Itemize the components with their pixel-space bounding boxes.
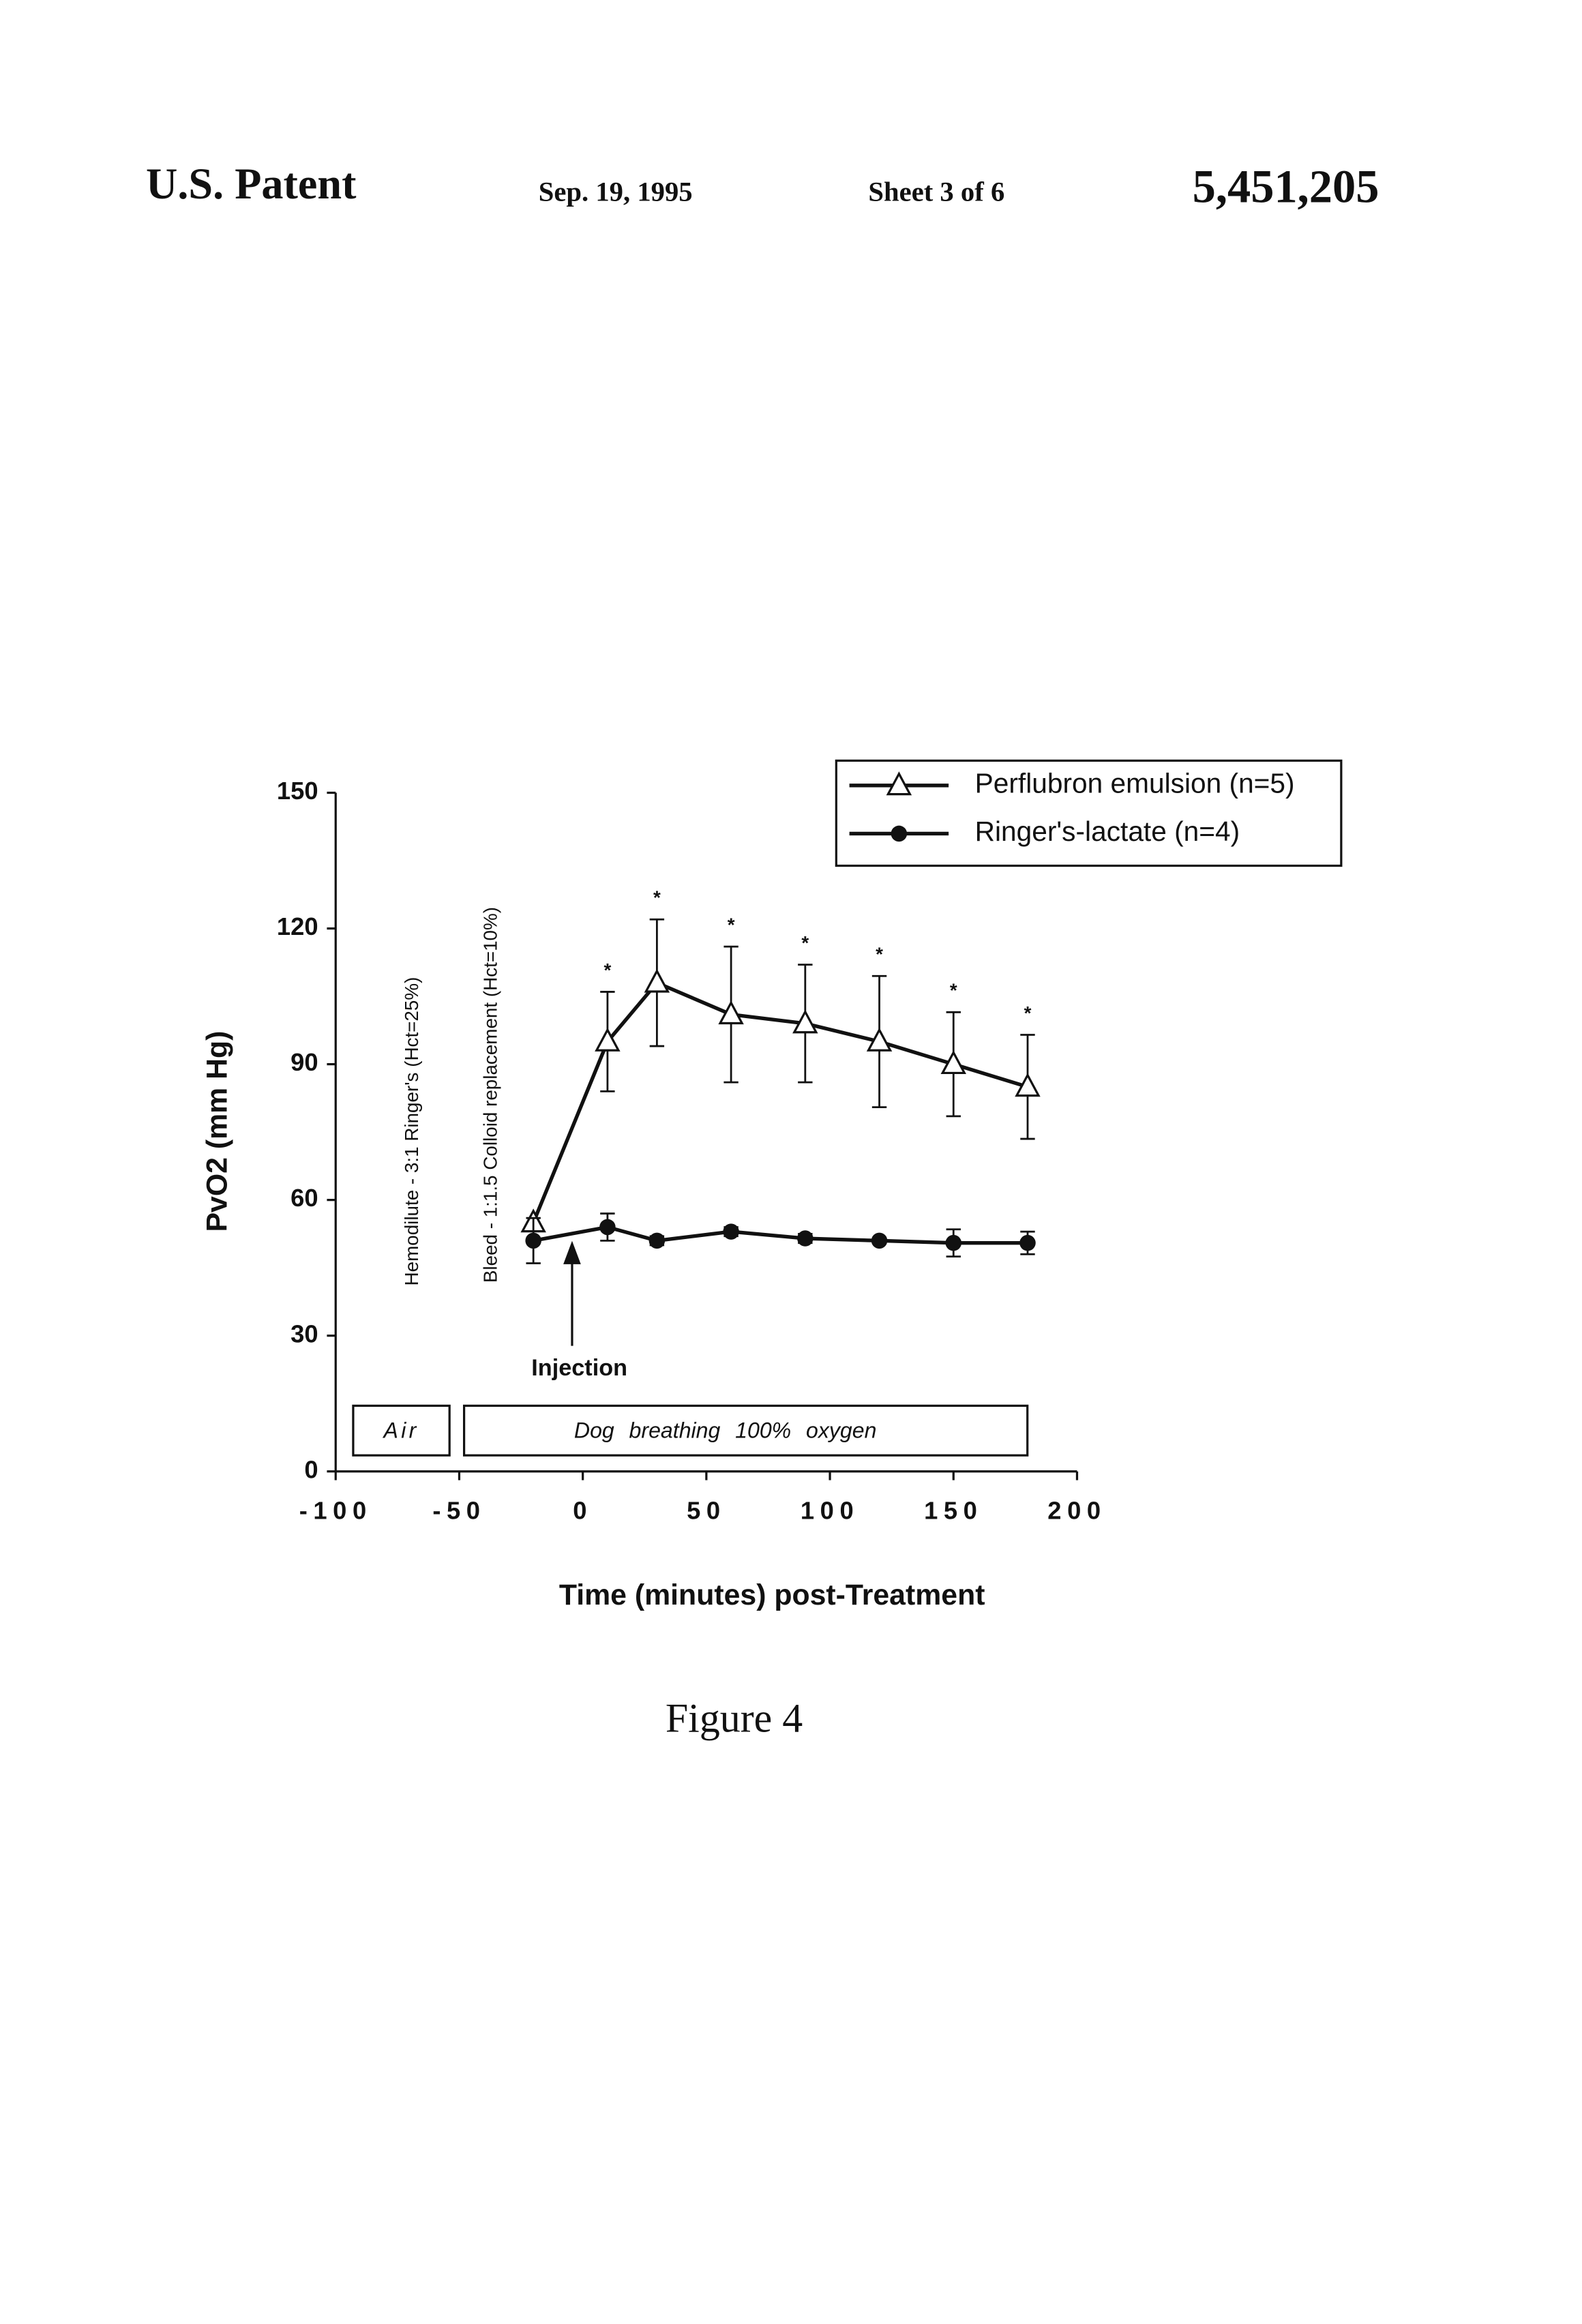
header-sheet: Sheet 3 of 6 <box>868 176 1004 207</box>
x-tick-label: -100 <box>299 1496 372 1524</box>
y-tick-label: 90 <box>290 1048 318 1076</box>
circle-marker <box>871 1233 888 1249</box>
circle-marker <box>946 1235 962 1251</box>
significance-mark: * <box>603 959 611 981</box>
header-left: U.S. Patent <box>146 160 357 208</box>
annotation: Bleed - 1:1.5 Colloid replacement (Hct=1… <box>480 907 501 1283</box>
header-number: 5,451,205 <box>1193 160 1379 212</box>
x-tick-label: 100 <box>801 1496 859 1524</box>
legend-label: Ringer's-lactate (n=4) <box>975 816 1240 847</box>
header-date: Sep. 19, 1995 <box>539 176 693 207</box>
circle-marker <box>649 1233 666 1249</box>
x-tick-label: -50 <box>432 1496 486 1524</box>
y-tick-label: 30 <box>290 1320 318 1347</box>
caption: Figure 4 <box>666 1696 803 1741</box>
significance-mark: * <box>801 932 809 953</box>
x-tick-label: 50 <box>687 1496 726 1524</box>
y-axis-label: PvO2 (mm Hg) <box>200 1031 233 1232</box>
legend-marker <box>891 826 908 842</box>
annotation: Injection <box>531 1355 627 1381</box>
y-tick-label: 120 <box>277 912 318 940</box>
triangle-marker <box>646 971 668 992</box>
y-tick-label: 0 <box>304 1455 318 1483</box>
circle-marker <box>723 1223 739 1240</box>
significance-mark: * <box>653 887 661 908</box>
x-tick-label: 200 <box>1047 1496 1106 1524</box>
x-axis-label: Time (minutes) post-Treatment <box>559 1579 985 1611</box>
circle-marker <box>525 1233 541 1249</box>
arrow-head <box>563 1241 581 1264</box>
y-tick-label: 150 <box>277 777 318 805</box>
significance-mark: * <box>876 944 883 965</box>
y-tick-label: 60 <box>290 1184 318 1212</box>
legend-label: Perflubron emulsion (n=5) <box>975 768 1295 799</box>
phase-label: Air <box>383 1418 419 1442</box>
circle-marker <box>797 1230 814 1247</box>
circle-marker <box>599 1219 616 1236</box>
significance-mark: * <box>728 914 735 935</box>
significance-mark: * <box>950 980 957 1001</box>
circle-marker <box>1019 1235 1036 1251</box>
significance-mark: * <box>1024 1002 1032 1024</box>
annotation: Hemodilute - 3:1 Ringer's (Hct=25%) <box>401 977 422 1286</box>
phase-label: Dog breathing 100% oxygen <box>574 1418 877 1442</box>
x-tick-label: 0 <box>573 1496 593 1524</box>
x-tick-label: 150 <box>924 1496 983 1524</box>
